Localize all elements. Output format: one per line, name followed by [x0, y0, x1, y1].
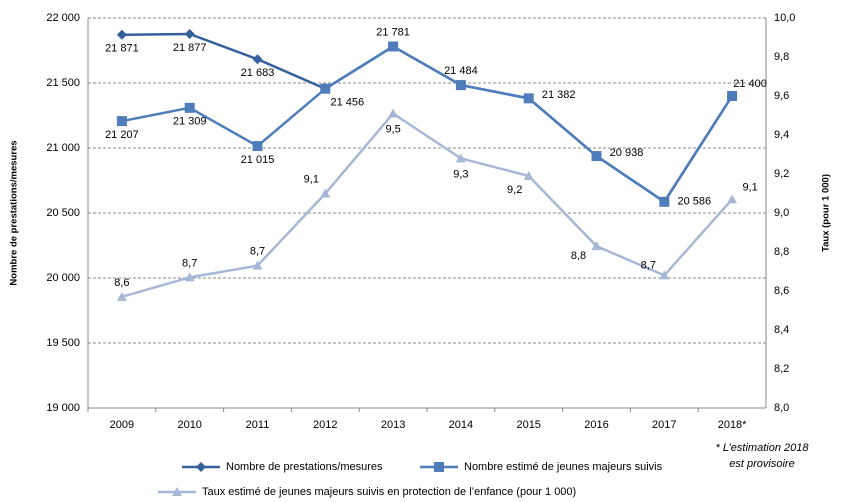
y2-tick-label: 10,0 — [774, 12, 795, 24]
data-label: 9,2 — [507, 184, 522, 196]
y2-tick-label: 8,8 — [774, 246, 789, 258]
data-label: 8,8 — [571, 250, 586, 262]
data-label: 8,7 — [641, 259, 656, 271]
y2-tick-label: 9,0 — [774, 207, 789, 219]
y2-tick-label: 9,2 — [774, 168, 789, 180]
x-tick-label: 2011 — [246, 419, 270, 431]
y2-axis-label: Taux (pour 1 000) — [821, 174, 832, 252]
data-label: 9,1 — [304, 173, 319, 185]
y-tick-label: 20 000 — [46, 272, 80, 284]
y-tick-label: 19 000 — [46, 402, 80, 414]
note: est provisoire — [729, 458, 794, 470]
y2-tick-label: 9,6 — [774, 90, 789, 102]
marker — [196, 462, 206, 472]
marker — [252, 141, 263, 152]
data-label: 21 309 — [173, 116, 207, 128]
data-label: 8,7 — [250, 246, 265, 258]
y2-tick-label: 8,0 — [774, 402, 789, 414]
data-label: 21 456 — [330, 97, 364, 109]
x-tick-label: 2018* — [718, 419, 747, 431]
marker — [659, 270, 670, 280]
y-tick-label: 21 500 — [46, 77, 80, 89]
marker — [591, 241, 602, 251]
y2-tick-label: 9,4 — [774, 129, 789, 141]
marker — [434, 462, 444, 472]
legend-label: Taux estimé de jeunes majeurs suivis en … — [202, 486, 576, 498]
legend-label: Nombre estimé de jeunes majeurs suivis — [464, 461, 663, 473]
x-tick-label: 2016 — [584, 419, 608, 431]
marker — [252, 54, 263, 65]
y-tick-label: 21 000 — [46, 142, 80, 154]
data-label: 21 015 — [241, 154, 275, 166]
marker — [320, 188, 331, 198]
data-label: 21 400 — [733, 78, 767, 90]
data-label: 20 938 — [610, 147, 644, 159]
y2-tick-label: 8,2 — [774, 363, 789, 375]
y2-tick-label: 9,8 — [774, 51, 789, 63]
marker — [184, 28, 195, 39]
marker — [455, 153, 466, 163]
y-tick-label: 19 500 — [46, 337, 80, 349]
data-label: 20 586 — [677, 196, 711, 208]
x-tick-label: 2013 — [381, 419, 405, 431]
marker — [523, 170, 534, 180]
x-tick-label: 2010 — [177, 419, 201, 431]
series-line — [121, 45, 734, 204]
x-tick-label: 2012 — [313, 419, 337, 431]
marker — [388, 108, 399, 118]
marker — [727, 194, 738, 204]
y-tick-label: 20 500 — [46, 207, 80, 219]
x-tick-label: 2009 — [110, 419, 134, 431]
data-label: 21 207 — [105, 129, 139, 141]
x-tick-label: 2014 — [449, 419, 473, 431]
data-label: 8,7 — [182, 257, 197, 269]
series-line — [121, 111, 734, 299]
marker — [252, 260, 263, 270]
marker — [320, 83, 331, 94]
marker — [116, 29, 127, 40]
data-label: 21 781 — [376, 26, 410, 38]
legend-label: Nombre de prestations/mesures — [226, 461, 383, 473]
marker — [727, 91, 738, 101]
marker — [116, 116, 127, 127]
data-label: 21 877 — [173, 42, 207, 54]
y2-tick-label: 8,6 — [774, 285, 789, 297]
data-label: 21 871 — [105, 43, 139, 55]
marker — [184, 102, 195, 113]
y-axis-label: Nombre de prestations/mesures — [9, 140, 20, 285]
data-label: 8,6 — [114, 277, 129, 289]
data-label: 9,1 — [742, 181, 757, 193]
note: * L’estimation 2018 — [716, 442, 810, 454]
data-label: 9,3 — [453, 168, 468, 180]
marker — [523, 93, 534, 104]
y2-tick-label: 8,4 — [774, 324, 789, 336]
data-label: 21 484 — [444, 65, 478, 77]
x-tick-label: 2017 — [652, 419, 676, 431]
marker — [455, 80, 466, 91]
data-label: 21 683 — [241, 67, 275, 79]
x-tick-label: 2015 — [516, 419, 540, 431]
marker — [172, 487, 182, 496]
marker — [116, 291, 127, 301]
series-line — [121, 32, 734, 204]
marker — [184, 272, 195, 282]
y-tick-label: 22 000 — [46, 12, 80, 24]
marker — [591, 151, 602, 162]
data-label: 9,5 — [385, 123, 400, 135]
marker — [388, 41, 399, 52]
marker — [659, 196, 670, 207]
data-label: 21 382 — [542, 89, 576, 101]
